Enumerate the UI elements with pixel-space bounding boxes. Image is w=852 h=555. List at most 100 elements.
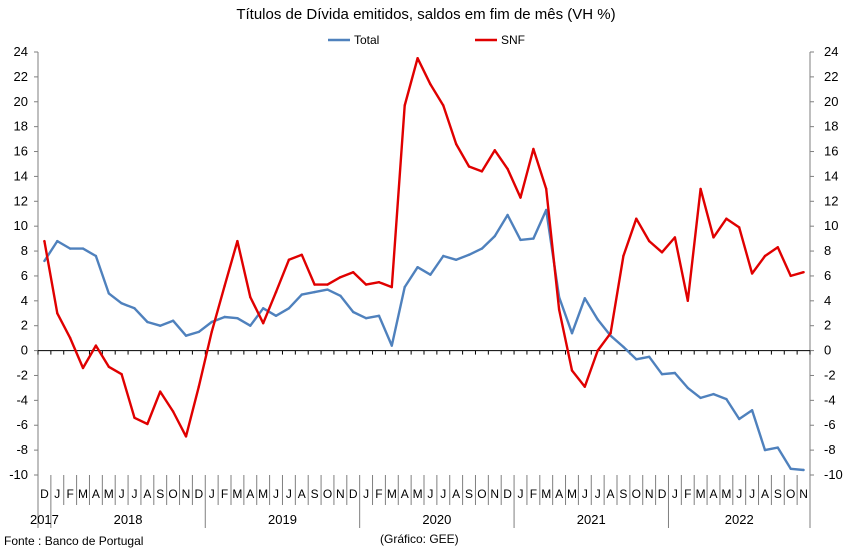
chart-title: Títulos de Dívida emitidos, saldos em fi… bbox=[236, 6, 615, 23]
data-point-total bbox=[364, 317, 368, 320]
y-tick-label-left: 0 bbox=[21, 343, 28, 358]
data-point-snf bbox=[197, 385, 200, 388]
data-point-total bbox=[210, 320, 213, 324]
data-point-total bbox=[313, 290, 316, 294]
legend-label-snf: SNF bbox=[501, 33, 525, 47]
data-point-total bbox=[480, 247, 484, 250]
data-point-snf bbox=[107, 365, 111, 368]
y-tick-label-left: 10 bbox=[14, 218, 28, 233]
data-point-snf bbox=[712, 236, 715, 239]
month-label: S bbox=[465, 487, 473, 501]
month-label: J bbox=[595, 487, 601, 501]
data-point-snf bbox=[43, 239, 46, 243]
legend-label-total: Total bbox=[354, 33, 379, 47]
y-tick-label-left: 2 bbox=[21, 318, 28, 333]
data-point-snf bbox=[750, 272, 754, 275]
y-tick-label-left: -8 bbox=[16, 442, 28, 457]
data-point-total bbox=[738, 417, 741, 421]
y-tick-label-right: 10 bbox=[824, 218, 838, 233]
data-point-snf bbox=[763, 254, 767, 258]
data-point-snf bbox=[673, 236, 677, 239]
data-point-snf bbox=[686, 299, 689, 302]
data-point-total bbox=[146, 320, 149, 324]
data-point-total bbox=[107, 292, 111, 295]
data-point-total bbox=[455, 258, 458, 261]
month-label: A bbox=[452, 487, 460, 501]
y-tick-label-right: 6 bbox=[824, 268, 831, 283]
data-point-total bbox=[236, 317, 239, 320]
series-line-snf bbox=[43, 57, 804, 438]
data-point-snf bbox=[339, 276, 342, 279]
year-label: 2019 bbox=[268, 512, 297, 527]
y-tick-label-left: -2 bbox=[16, 367, 28, 382]
data-point-total bbox=[660, 373, 664, 376]
data-point-total bbox=[69, 247, 72, 250]
data-point-total bbox=[596, 318, 599, 321]
year-label: 2018 bbox=[114, 512, 143, 527]
month-label: F bbox=[221, 487, 228, 501]
month-label: J bbox=[440, 487, 446, 501]
y-tick-label-right: 22 bbox=[824, 69, 838, 84]
data-point-total bbox=[686, 386, 689, 390]
y-tick-label-left: 4 bbox=[21, 293, 28, 308]
y-tick-label-left: 16 bbox=[14, 144, 28, 159]
data-point-snf bbox=[583, 385, 586, 388]
y-tick-label-right: -6 bbox=[824, 417, 836, 432]
data-point-total bbox=[43, 259, 46, 263]
month-label: F bbox=[66, 487, 73, 501]
month-label: J bbox=[54, 487, 60, 501]
data-point-snf bbox=[274, 290, 278, 294]
data-point-snf bbox=[570, 369, 574, 372]
data-point-total bbox=[750, 409, 754, 412]
year-label: 2022 bbox=[725, 512, 754, 527]
data-point-total bbox=[429, 273, 432, 276]
source-note: Fonte : Banco de Portugal bbox=[4, 534, 144, 548]
y-tick-label-left: 6 bbox=[21, 268, 28, 283]
data-point-snf bbox=[133, 416, 136, 419]
legend: Total SNF bbox=[328, 33, 525, 47]
y-tick-label-left: 14 bbox=[14, 168, 28, 183]
data-point-total bbox=[493, 234, 496, 238]
data-point-snf bbox=[429, 83, 432, 86]
month-label: O bbox=[323, 487, 332, 501]
month-label: M bbox=[696, 487, 706, 501]
data-point-total bbox=[287, 307, 291, 310]
data-point-total bbox=[532, 237, 535, 240]
year-label: 2017 bbox=[30, 512, 59, 527]
series-layer bbox=[43, 57, 805, 472]
data-point-snf bbox=[416, 57, 419, 60]
y-tick-label-left: 12 bbox=[14, 193, 28, 208]
y-tick-label-left: 20 bbox=[14, 94, 28, 109]
series-line-total bbox=[43, 208, 804, 472]
month-label: J bbox=[518, 487, 524, 501]
y-tick-label-left: -6 bbox=[16, 417, 28, 432]
data-point-snf bbox=[249, 295, 252, 299]
data-point-total bbox=[416, 266, 419, 269]
month-label: O bbox=[786, 487, 795, 501]
y-tick-label-right: 18 bbox=[824, 119, 838, 134]
data-point-snf bbox=[69, 336, 72, 340]
month-label: O bbox=[477, 487, 486, 501]
data-point-snf bbox=[493, 149, 496, 152]
data-point-total bbox=[776, 446, 779, 449]
data-point-total bbox=[133, 307, 136, 310]
data-point-snf bbox=[159, 390, 162, 393]
y-tick-label-right: -10 bbox=[824, 467, 843, 482]
month-label: M bbox=[104, 487, 114, 501]
data-point-snf bbox=[94, 344, 98, 347]
data-point-total bbox=[390, 344, 393, 347]
month-label: N bbox=[799, 487, 808, 501]
data-point-total bbox=[802, 468, 805, 472]
data-point-total bbox=[274, 314, 278, 317]
month-label: A bbox=[401, 487, 409, 501]
month-label: M bbox=[258, 487, 268, 501]
month-label: A bbox=[761, 487, 769, 501]
data-point-snf bbox=[146, 422, 149, 426]
y-tick-label-right: 8 bbox=[824, 243, 831, 258]
data-point-snf bbox=[596, 349, 599, 352]
data-point-snf bbox=[81, 366, 85, 370]
data-point-total bbox=[171, 319, 175, 322]
y-tick-label-right: 0 bbox=[824, 343, 831, 358]
data-point-total bbox=[377, 314, 381, 317]
